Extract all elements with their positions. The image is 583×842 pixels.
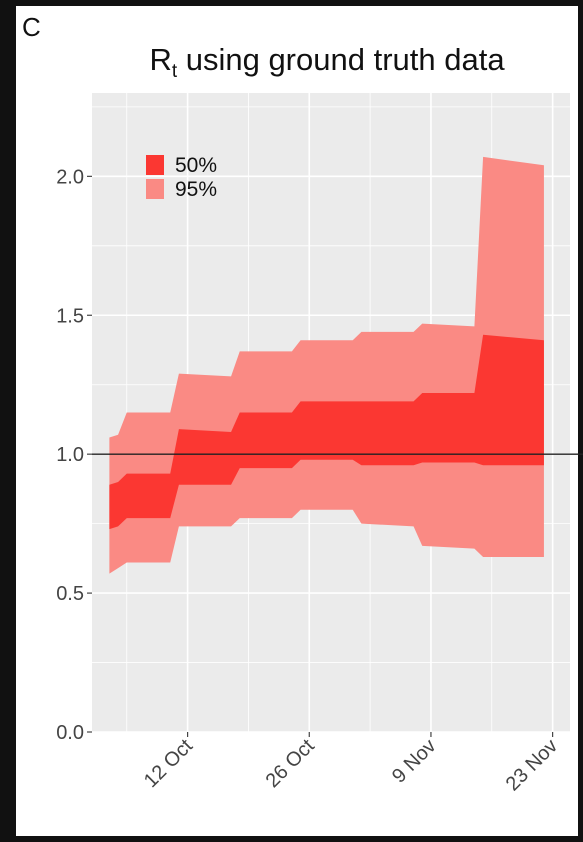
legend-swatch-50pct (146, 155, 164, 175)
band-50pct (109, 334, 544, 530)
x-tick-label: 12 Oct (140, 735, 198, 793)
y-tick-label: 1.5 (56, 305, 84, 327)
x-axis: 12 Oct 26 Oct 9 Nov 23 Nov (140, 732, 562, 795)
legend-label-50pct: 50% (175, 154, 217, 177)
y-tick-label: 0.0 (56, 722, 84, 744)
x-tick-label: 9 Nov (388, 735, 441, 788)
title-rest: using ground truth data (177, 42, 505, 77)
credible-interval-bands (109, 156, 544, 574)
legend-label-95pct: 95% (175, 178, 217, 201)
y-tick-label: 2.0 (56, 166, 84, 188)
y-tick-label: 0.5 (56, 583, 84, 605)
x-tick-label: 23 Nov (502, 735, 562, 795)
y-axis: 0.0 0.5 1.0 1.5 2.0 (56, 166, 92, 744)
title-subscript: t (171, 61, 178, 83)
x-tick-label: 26 Oct (262, 735, 320, 793)
panel-label: C (22, 12, 41, 42)
y-tick-label: 1.0 (56, 444, 84, 466)
title-main: R (149, 42, 172, 77)
chart-title: Rt using ground truth data (92, 42, 562, 83)
legend-swatch-95pct (146, 179, 164, 199)
legend: 50%95% (146, 154, 217, 201)
